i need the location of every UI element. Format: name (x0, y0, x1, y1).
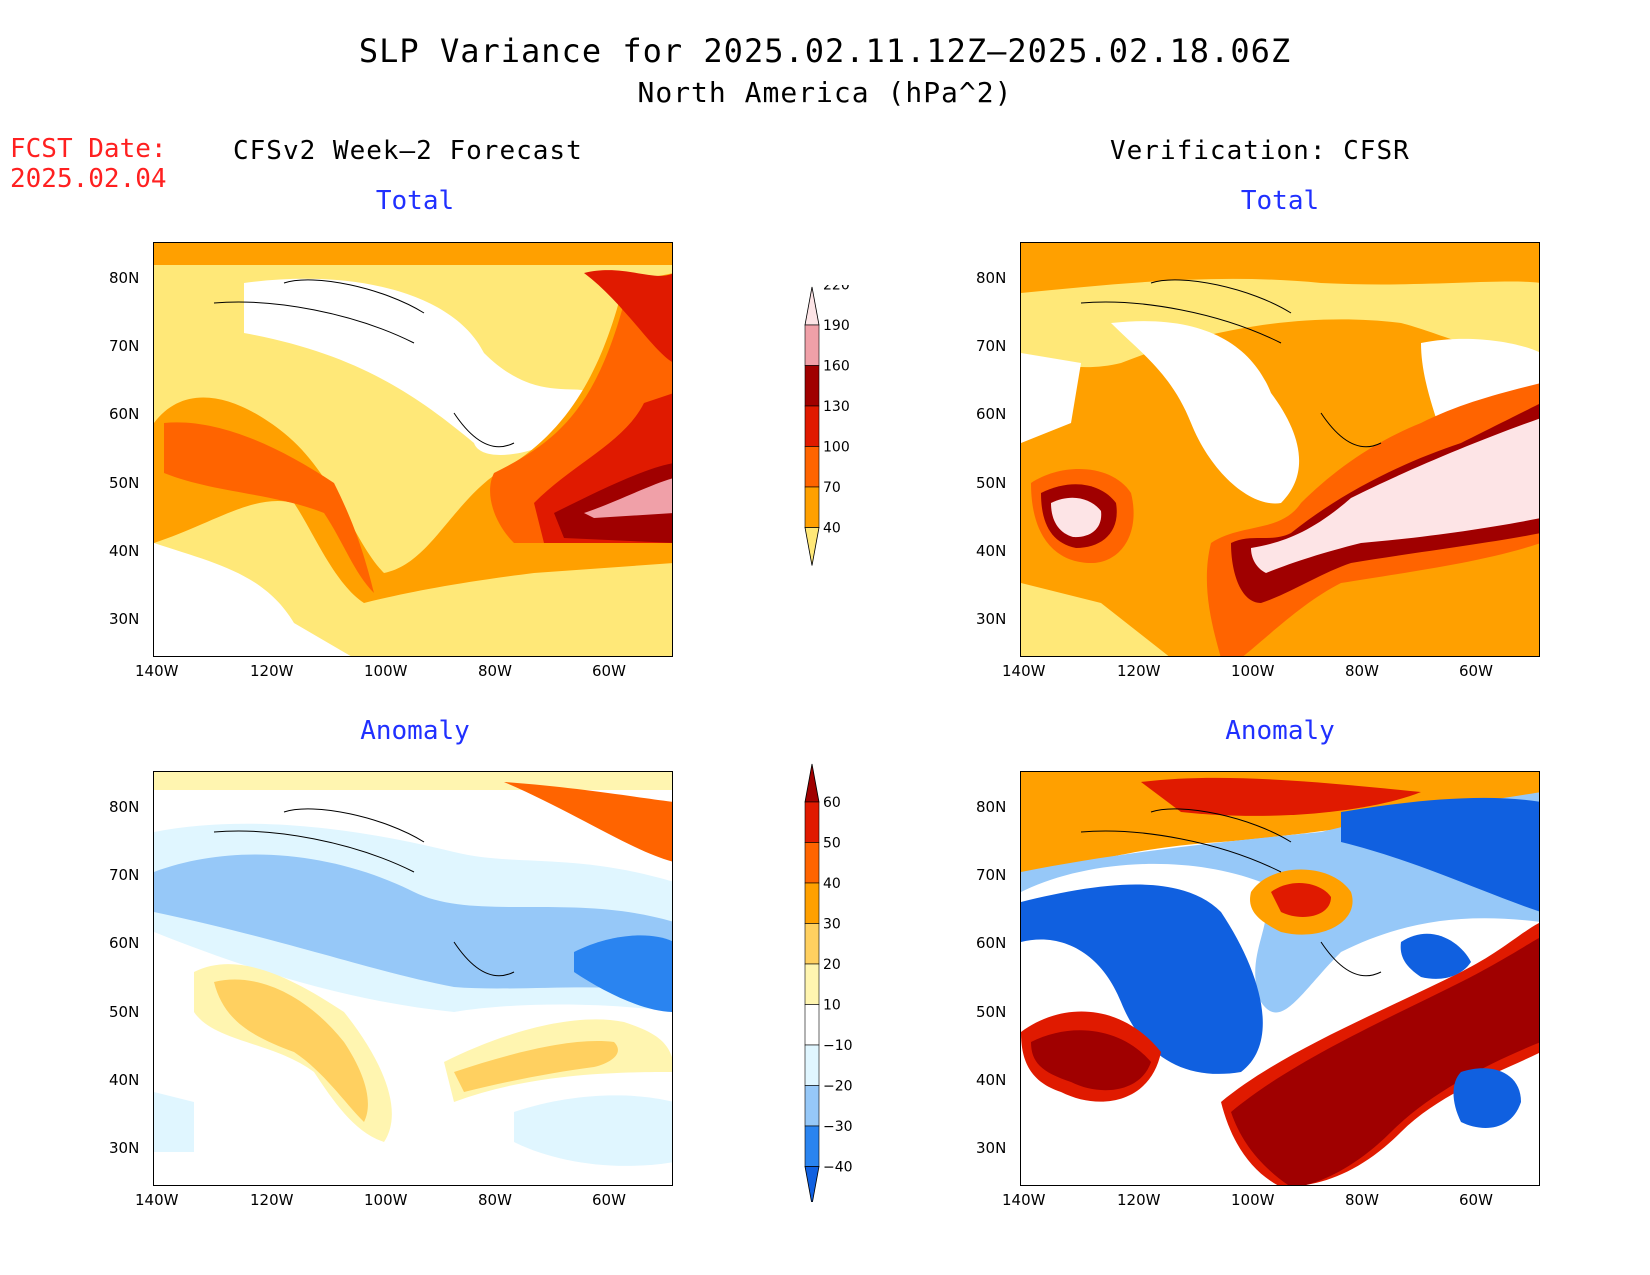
panel-title-verification-anomaly: Anomaly (1225, 716, 1335, 746)
lat-tick-verification-total: 50N (976, 474, 1007, 492)
colorbar-segment (804, 842, 820, 884)
colorbar-level-label: 100 (823, 440, 850, 456)
colorbar-level-label: −40 (823, 1160, 853, 1176)
lat-tick-verification-anomaly: 60N (976, 934, 1007, 952)
column-title-forecast: CFSv2 Week–2 Forecast (233, 136, 583, 166)
fcst-date: 2025.02.04 (10, 164, 167, 194)
lon-tick-verification-total: 80W (1345, 662, 1379, 680)
colorbar-segment (804, 1044, 820, 1086)
colorbar-level-label: 40 (823, 876, 841, 892)
lat-tick-forecast-total: 70N (109, 337, 140, 355)
lon-tick-verification-anomaly: 80W (1345, 1191, 1379, 1209)
lon-tick-verification-total: 100W (1231, 662, 1275, 680)
column-title-verification: Verification: CFSR (1110, 136, 1410, 166)
panel-title-forecast-anomaly: Anomaly (360, 716, 470, 746)
colorbar-level-label: 20 (823, 957, 841, 973)
lon-tick-forecast-total: 60W (592, 662, 626, 680)
colorbar-top-triangle (804, 763, 820, 803)
lon-tick-forecast-anomaly: 80W (478, 1191, 512, 1209)
lon-tick-verification-anomaly: 120W (1117, 1191, 1161, 1209)
colorbar-level-label: 40 (823, 521, 841, 537)
lon-tick-verification-total: 120W (1117, 662, 1161, 680)
colorbar-segment (804, 1125, 820, 1167)
lon-tick-verification-anomaly: 100W (1231, 1191, 1275, 1209)
lat-tick-verification-anomaly: 40N (976, 1071, 1007, 1089)
lon-tick-verification-total: 140W (1002, 662, 1046, 680)
fcst-label: FCST Date: (10, 134, 167, 164)
colorbar-segment (804, 882, 820, 924)
page-subtitle: North America (hPa^2) (637, 76, 1013, 109)
lat-tick-forecast-anomaly: 30N (109, 1139, 140, 1157)
lon-tick-verification-total: 60W (1459, 662, 1493, 680)
lat-tick-verification-total: 60N (976, 405, 1007, 423)
map-verification-total (1020, 242, 1540, 657)
lat-tick-forecast-anomaly: 80N (109, 798, 140, 816)
lat-tick-forecast-total: 80N (109, 269, 140, 287)
colorbar-level-label: 190 (823, 318, 850, 334)
lat-tick-forecast-total: 40N (109, 542, 140, 560)
colorbar-level-label: 50 (823, 836, 841, 852)
colorbar-level-label: −30 (823, 1119, 853, 1135)
lon-tick-forecast-anomaly: 120W (250, 1191, 294, 1209)
colorbar-segment (804, 963, 820, 1005)
panel-title-verification-total: Total (1240, 186, 1320, 216)
map-forecast-anomaly (153, 771, 673, 1186)
lon-tick-forecast-total: 80W (478, 662, 512, 680)
lat-tick-verification-anomaly: 30N (976, 1139, 1007, 1157)
colorbar-level-label: 130 (823, 399, 850, 415)
lat-tick-verification-total: 30N (976, 610, 1007, 628)
lat-tick-forecast-anomaly: 50N (109, 1003, 140, 1021)
colorbar-segment (804, 446, 820, 488)
lat-tick-forecast-anomaly: 60N (109, 934, 140, 952)
lon-tick-verification-anomaly: 140W (1002, 1191, 1046, 1209)
colorbar-level-label: 60 (823, 795, 841, 811)
lat-tick-forecast-anomaly: 40N (109, 1071, 140, 1089)
lat-tick-verification-anomaly: 80N (976, 798, 1007, 816)
colorbar-level-label: 220 (823, 285, 850, 294)
lat-tick-verification-total: 80N (976, 269, 1007, 287)
lat-tick-verification-total: 40N (976, 542, 1007, 560)
lat-tick-verification-total: 70N (976, 337, 1007, 355)
lon-tick-forecast-anomaly: 100W (364, 1191, 408, 1209)
lon-tick-forecast-anomaly: 60W (592, 1191, 626, 1209)
lon-tick-verification-anomaly: 60W (1459, 1191, 1493, 1209)
lat-tick-forecast-total: 30N (109, 610, 140, 628)
map-verification-anomaly (1020, 771, 1540, 1186)
colorbar-level-label: 70 (823, 480, 841, 496)
lat-tick-verification-anomaly: 50N (976, 1003, 1007, 1021)
panel-title-forecast-total: Total (375, 186, 455, 216)
colorbar-top-triangle (804, 286, 820, 326)
lon-tick-forecast-anomaly: 140W (135, 1191, 179, 1209)
colorbar-segment (804, 923, 820, 965)
lon-tick-forecast-total: 140W (135, 662, 179, 680)
colorbar-segment (804, 365, 820, 407)
colorbar-segment (804, 405, 820, 447)
colorbar-bottom-triangle (804, 527, 820, 566)
colorbar-level-label: 10 (823, 998, 841, 1014)
page-title: SLP Variance for 2025.02.11.12Z–2025.02.… (358, 32, 1292, 70)
colorbar-segment (804, 1004, 820, 1046)
lat-tick-forecast-anomaly: 70N (109, 866, 140, 884)
colorbar-total: 40 70 100 130 160 190 220 (800, 278, 870, 615)
lat-tick-forecast-total: 60N (109, 405, 140, 423)
lon-tick-forecast-total: 100W (364, 662, 408, 680)
lat-tick-verification-anomaly: 70N (976, 866, 1007, 884)
colorbar-bottom-triangle (804, 1166, 820, 1205)
colorbar-level-label: −10 (823, 1038, 853, 1054)
colorbar-anomaly: −40 −30 −20 −10 10 20 30 40 50 60 (800, 762, 870, 1205)
lat-tick-forecast-total: 50N (109, 474, 140, 492)
colorbar-segment (804, 801, 820, 843)
colorbar-level-label: −20 (823, 1079, 853, 1095)
colorbar-segment (804, 486, 820, 528)
lon-tick-forecast-total: 120W (250, 662, 294, 680)
colorbar-segment (804, 324, 820, 366)
colorbar-level-label: 30 (823, 917, 841, 933)
map-forecast-total (153, 242, 673, 657)
colorbar-segment (804, 1085, 820, 1127)
colorbar-level-label: 160 (823, 359, 850, 375)
